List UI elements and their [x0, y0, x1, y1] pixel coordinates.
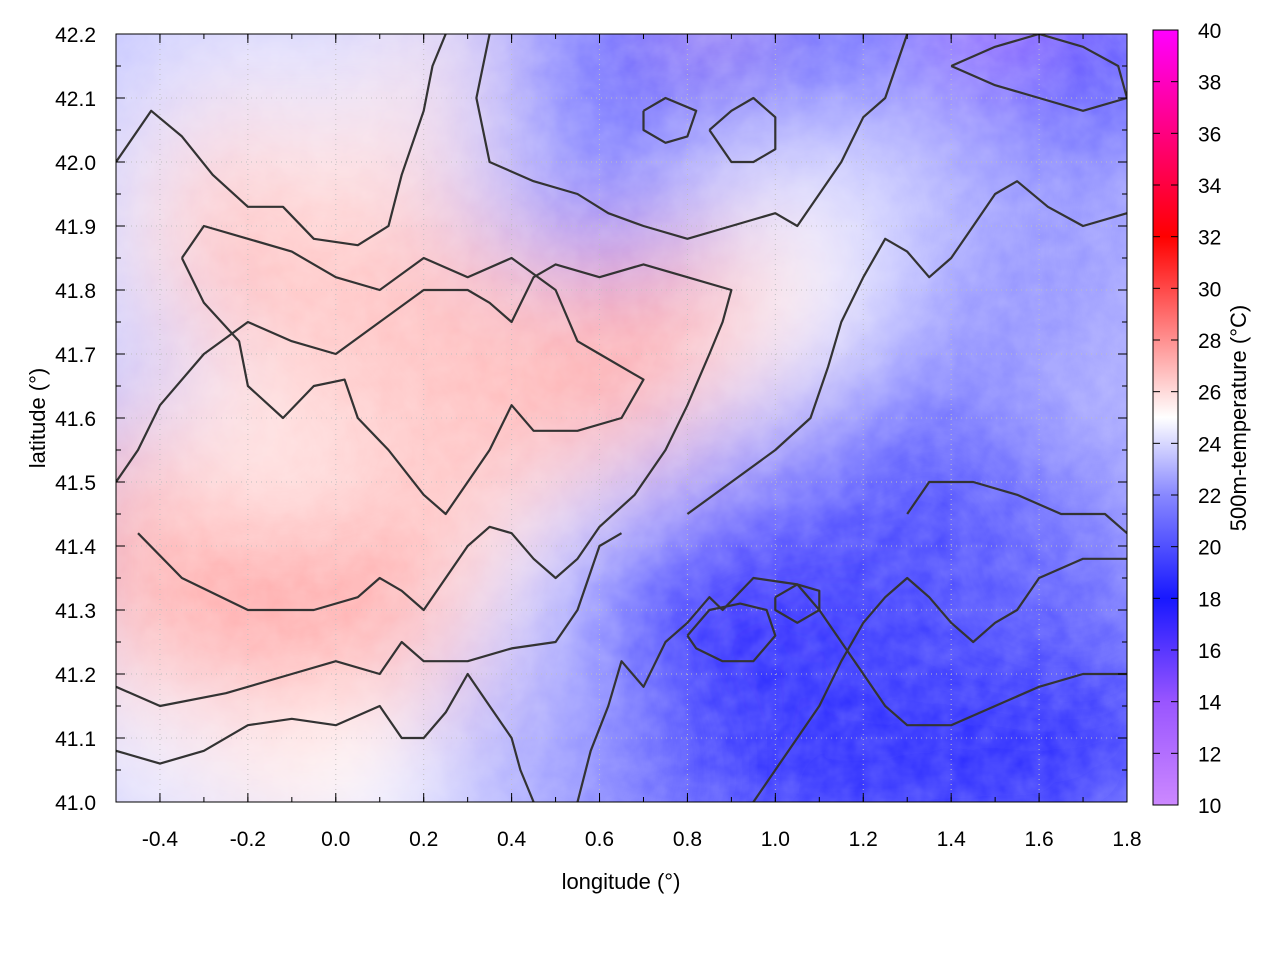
- y-tick-label: 42.1: [55, 88, 96, 111]
- x-tick-label: 1.0: [761, 828, 790, 851]
- colorbar-tick-label: 38: [1198, 72, 1221, 95]
- colorbar-tick-label: 34: [1198, 175, 1222, 198]
- y-axis-ticks: 41.0 41.1 41.2 41.3 41.4 41.5 41.6 41.7 41.8 41.9…: [55, 24, 96, 815]
- colorbar-tick-label: 40: [1198, 20, 1221, 43]
- y-tick-label: 41.8: [55, 280, 96, 303]
- y-tick-label: 41.0: [55, 792, 96, 815]
- x-tick-label: 0.0: [321, 828, 350, 851]
- x-tick-label: -0.4: [142, 828, 179, 851]
- x-tick-label: 1.2: [849, 828, 878, 851]
- contour-line: [475, 34, 909, 240]
- y-tick-label: 41.7: [55, 344, 96, 367]
- colorbar-tick-label: 16: [1198, 640, 1221, 663]
- grid: [116, 34, 1127, 802]
- y-tick-label: 42.2: [55, 24, 96, 47]
- colorbar-tick-label: 30: [1198, 278, 1221, 301]
- colorbar-tick-label: 12: [1198, 743, 1221, 766]
- y-tick-label: 41.6: [55, 408, 96, 431]
- x-axis-ticks: -0.4 -0.2 0.0 0.2 0.4 0.6 0.8 1.0 1.2 1.4 1.6 1.8: [142, 828, 1142, 851]
- x-tick-label: 1.6: [1024, 828, 1053, 851]
- x-axis-label: longitude (°): [562, 869, 681, 894]
- colorbar: 10 12 14 16 18 20 22 24 26 28 30 32 34 36 38 40 500m-te…: [1152, 20, 1251, 818]
- contour-line: [116, 34, 447, 247]
- colorbar-tick-label: 36: [1198, 123, 1221, 146]
- y-tick-label: 41.2: [55, 664, 96, 687]
- colorbar-tick-label: 22: [1198, 485, 1221, 508]
- y-tick-label: 41.9: [55, 216, 96, 239]
- x-tick-label: 0.4: [497, 828, 527, 851]
- colorbar-tick-label: 20: [1198, 537, 1221, 560]
- plot-area: [115, 33, 1128, 803]
- x-tick-label: 0.8: [673, 828, 702, 851]
- x-tick-label: 1.4: [937, 828, 967, 851]
- contour-line: [116, 532, 623, 708]
- colorbar-label: 500m-temperature (°C): [1226, 305, 1251, 531]
- colorbar-tick-label: 32: [1198, 227, 1221, 250]
- contour-line: [774, 583, 821, 624]
- x-tick-label: 1.8: [1112, 828, 1141, 851]
- colorbar-scale: [1152, 29, 1179, 806]
- y-tick-label: 42.0: [55, 152, 96, 175]
- colorbar-tick-label: 24: [1198, 433, 1222, 456]
- colorbar-tick-label: 26: [1198, 382, 1221, 405]
- y-tick-label: 41.4: [55, 536, 96, 559]
- contour-line: [752, 557, 1127, 802]
- colorbar-tick-label: 10: [1198, 795, 1221, 818]
- isotherm-contours: [116, 34, 1127, 802]
- contour-line: [180, 224, 645, 516]
- contour-line: [906, 480, 1127, 535]
- contour-line: [686, 602, 777, 663]
- y-tick-label: 41.5: [55, 472, 96, 495]
- y-tick-label: 41.1: [55, 728, 96, 751]
- contour-line: [642, 96, 698, 144]
- x-tick-label: 0.6: [585, 828, 614, 851]
- contour-line: [950, 34, 1127, 112]
- axis-tick-marks: [115, 33, 1128, 803]
- temperature-heatmap: [116, 34, 1127, 802]
- y-axis-label: latitude (°): [25, 368, 50, 469]
- contour-line: [708, 96, 777, 164]
- colorbar-tick-label: 18: [1198, 588, 1221, 611]
- x-tick-label: 0.2: [409, 828, 438, 851]
- contour-line: [686, 180, 1127, 515]
- x-tick-label: -0.2: [230, 828, 266, 851]
- colorbar-ticks: 10 12 14 16 18 20 22 24 26 28 30 32 34 36 38 40: [1153, 20, 1222, 818]
- colorbar-tick-label: 28: [1198, 330, 1221, 353]
- contour-line: [116, 672, 535, 802]
- contour-line: [116, 263, 733, 612]
- y-tick-label: 41.3: [55, 600, 96, 623]
- colorbar-tick-label: 14: [1198, 692, 1222, 715]
